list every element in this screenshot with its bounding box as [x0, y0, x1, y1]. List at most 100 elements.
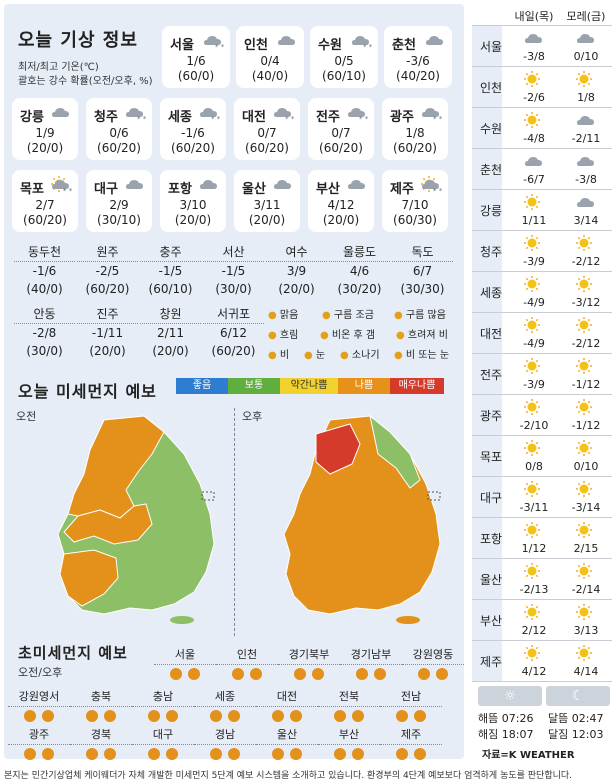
city-name: 전주	[316, 110, 340, 125]
small-city-name: 충주	[140, 242, 201, 262]
forecast-day1: -2/6	[523, 91, 545, 104]
sun-icon	[576, 522, 592, 538]
forecast-city: 부산	[480, 614, 503, 628]
ultrafine-10: 전북	[318, 688, 380, 725]
cloud-icon	[577, 34, 594, 43]
ultrafine-am-dot	[148, 748, 160, 760]
ultrafine-name: 서울	[154, 646, 216, 665]
weather-legend-0: ● 맑음	[268, 310, 299, 321]
city-card-11: 대구 2/9 (30/10)	[86, 170, 152, 232]
forecast-city: 전주	[480, 368, 503, 382]
forecast-day2: 3/13	[573, 624, 599, 637]
forecast-day2: 4/14	[573, 665, 599, 678]
map-pm-gangwon-east	[369, 414, 421, 489]
sun-icon: ☼	[478, 686, 542, 706]
sun-icon	[576, 440, 592, 456]
weather-legend-5: ● 흐려져 비	[396, 330, 448, 341]
forecast-day2: -1/12	[571, 378, 601, 391]
city-temp: 0/4	[260, 54, 280, 68]
forecast-day2: -3/12	[571, 296, 601, 309]
ultrafine-name: 세종	[194, 688, 256, 707]
sun-icon	[524, 71, 540, 87]
ultrafine-name: 부산	[318, 726, 380, 745]
small-city-temp: -1/5	[158, 264, 183, 278]
small-city-1: 원주 -2/5 (60/20)	[77, 242, 138, 298]
weather-legend-1: ● 구름 조금	[322, 310, 374, 321]
forecast-row-8: 전주 -3/9 -1/12	[472, 354, 612, 395]
weather-legend-8: ● 소나기	[340, 350, 380, 361]
sunset: 해짐 18:07	[478, 728, 534, 741]
forecast-city: 목포	[480, 450, 503, 464]
sun-icon	[524, 604, 540, 620]
sun-icon	[576, 645, 592, 661]
city-temp: 1/6	[186, 54, 206, 68]
ultrafine-pm-dot	[250, 668, 262, 680]
ultrafine-name: 대구	[132, 726, 194, 745]
small-city-3: 서산 -1/5 (30/0)	[203, 242, 264, 298]
forecast-day2: 0/10	[573, 50, 599, 63]
cloud-icon	[426, 36, 443, 45]
city-card-10: 목포 * * 2/7 (60/20)	[12, 170, 78, 232]
ultrafine-am-dot	[232, 668, 244, 680]
small-city-temp: 4/6	[349, 264, 370, 278]
sun-icon	[524, 194, 540, 210]
city-temp: -1/6	[181, 126, 205, 140]
city-name: 광주	[390, 110, 414, 125]
city-temp: 0/6	[109, 126, 129, 140]
svg-text:* *: * *	[363, 43, 372, 50]
ultrafine-name: 경기북부	[278, 646, 340, 665]
ultrafine-name: 전북	[318, 688, 380, 707]
cloud-icon	[348, 180, 365, 189]
small-city-temp: 6/7	[412, 264, 433, 278]
map-pm-south-region	[283, 415, 441, 615]
forecast-row-12: 포항 1/12 2/15	[472, 518, 612, 559]
small-city-7: 안동 -2/8 (30/0)	[14, 304, 75, 360]
ultrafine-am-dot	[210, 748, 222, 760]
city-temp: 0/5	[334, 54, 354, 68]
ultrafine-am-dot	[272, 748, 284, 760]
sun-icon	[524, 276, 540, 292]
small-city-name: 서산	[203, 242, 264, 262]
city-temp: 0/7	[257, 126, 277, 140]
map-pm-label: 오후	[242, 410, 263, 423]
small-city-temp: -2/5	[95, 264, 120, 278]
ultrafine-am-dot	[86, 748, 98, 760]
map-am-label: 오전	[16, 410, 37, 423]
city-temp: 1/9	[35, 126, 55, 140]
ultrafine-8: 세종	[194, 688, 256, 725]
ultrafine-name: 제주	[380, 726, 442, 745]
sun-icon	[576, 563, 592, 579]
forecast-day1: -3/9	[523, 378, 545, 391]
cloud-icon	[200, 180, 217, 189]
small-city-10: 서귀포 6/12 (60/20)	[203, 304, 264, 360]
ultrafine-name: 강원영서	[8, 688, 70, 707]
weather-legend-4: ● 비온 후 갬	[320, 330, 376, 341]
ultrafine-11: 전남	[380, 688, 442, 725]
ultrafine-name: 경남	[194, 726, 256, 745]
small-city-9: 창원 2/11 (20/0)	[140, 304, 201, 360]
svg-text:* *: * *	[137, 115, 146, 122]
svg-text:* *: * *	[215, 43, 224, 50]
city-card-5: 청주 * * 0/6 (60/20)	[86, 98, 152, 160]
ultrafine-pm-dot	[166, 710, 178, 722]
forecast-row-0: 서울 -3/8 0/10	[472, 26, 612, 67]
forecast-row-5: 청주 -3/9 -2/12	[472, 231, 612, 272]
cloud-icon	[577, 198, 594, 207]
ultrafine-13: 경북	[70, 726, 132, 763]
map-pm-capital-region	[315, 423, 361, 475]
small-city-precip: (30/30)	[400, 282, 445, 296]
small-city-5: 울릉도 4/6 (30/20)	[329, 242, 390, 298]
ultrafine-pm-dot	[374, 668, 386, 680]
city-card-4: 강릉 1/9 (20/0)	[12, 98, 78, 160]
ultrafine-name: 경기남부	[340, 646, 402, 665]
city-precip: (60/0)	[177, 69, 215, 83]
ultrafine-1: 인천	[216, 646, 278, 683]
weather-legend-2: ● 구름 많음	[394, 310, 446, 321]
ultrafine-pm-dot	[312, 668, 324, 680]
ultrafine-pm-dot	[352, 748, 364, 760]
forecast-header: 내일(목) 모레(금)	[472, 4, 612, 26]
city-card-9: 광주 * * 1/8 (60/20)	[382, 98, 448, 160]
city-card-1: 인천 0/4 (40/0)	[236, 26, 304, 88]
city-temp: 7/10	[401, 198, 429, 212]
small-city-temp: -1/11	[91, 326, 124, 340]
